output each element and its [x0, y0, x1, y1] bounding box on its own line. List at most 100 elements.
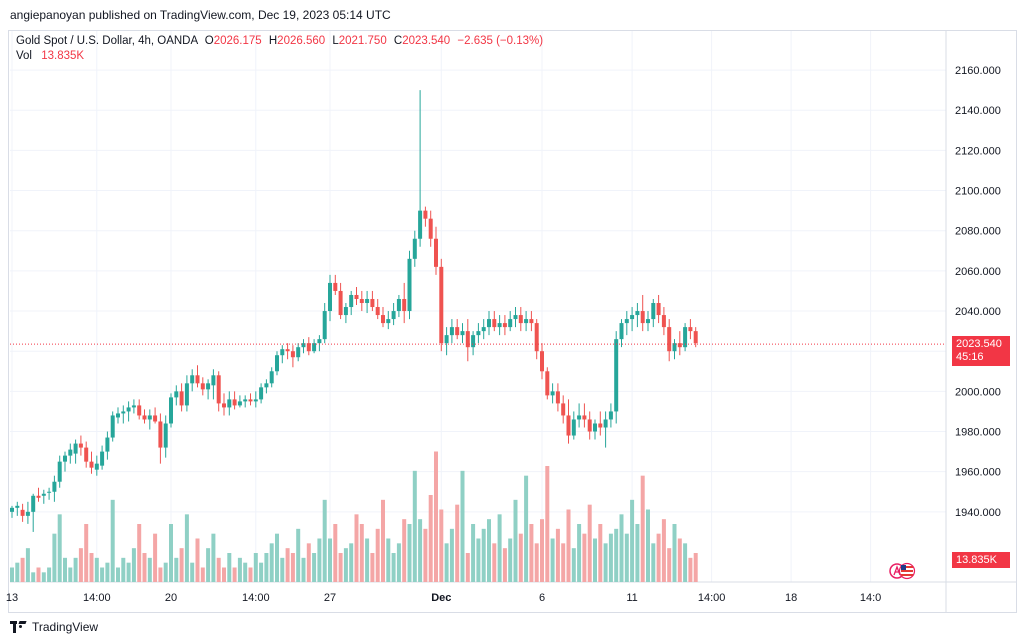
events-flag-icon[interactable]: [888, 560, 918, 582]
tradingview-logo-icon: [10, 621, 27, 633]
volume-bar: [624, 533, 629, 582]
candle-body: [285, 349, 290, 352]
low-label: L: [332, 35, 339, 47]
volume-bar: [163, 562, 168, 582]
volume-bar: [153, 533, 158, 582]
volume-label[interactable]: Vol: [16, 50, 32, 62]
candle-body: [661, 315, 666, 328]
volume-bar: [619, 514, 624, 582]
candle-body: [571, 419, 576, 436]
x-tick-label: 11: [626, 592, 637, 604]
candle-body: [63, 455, 67, 462]
volume-bar: [211, 533, 216, 582]
candle-body: [646, 319, 650, 324]
candle-body: [677, 343, 682, 348]
volume-bar: [412, 470, 417, 582]
candle-body: [460, 331, 465, 336]
x-tick-label: Dec: [431, 592, 451, 604]
volume-bar: [290, 553, 295, 582]
volume-bar: [184, 514, 189, 582]
candle-body: [672, 343, 677, 352]
candle-body: [439, 266, 444, 344]
volume-bar: [264, 553, 269, 582]
volume-bar: [94, 557, 99, 582]
volume-bar: [47, 567, 52, 582]
candle-body: [545, 371, 550, 396]
candle-body: [158, 421, 163, 448]
volume-bar: [338, 553, 343, 582]
candle-body: [370, 298, 375, 308]
candle-body: [179, 391, 184, 406]
volume-bar: [174, 557, 179, 582]
chart-frame[interactable]: [8, 30, 1017, 613]
volume-bar: [31, 572, 36, 582]
volume-bar: [195, 538, 200, 582]
last-price-value: 2023.540: [956, 338, 1002, 351]
candle-body: [614, 339, 619, 412]
volume-bar: [296, 528, 301, 582]
volume-bar: [179, 548, 184, 582]
volume-bar: [142, 553, 147, 582]
volume-bar: [391, 553, 396, 582]
volume-bar: [460, 470, 465, 582]
y-tick-label: 1960.000: [955, 467, 1001, 479]
candle-body: [540, 351, 544, 372]
volume-bar: [100, 567, 105, 582]
volume-bar: [683, 543, 688, 582]
candle-body: [216, 375, 221, 404]
volume-bar: [656, 533, 661, 582]
candle-body: [656, 303, 661, 316]
volume-bar: [343, 548, 348, 582]
close-value: 2023.540: [402, 35, 451, 47]
footer-brand[interactable]: TradingView: [32, 620, 99, 634]
candle-body: [31, 495, 36, 512]
volume-bar: [253, 553, 258, 582]
candle-body: [402, 298, 407, 312]
x-tick-label: 20: [165, 592, 177, 604]
volume-bar: [550, 538, 555, 582]
volume-bar: [169, 524, 173, 582]
candle-body: [566, 415, 571, 436]
volume-bar: [492, 543, 497, 582]
candle-body: [508, 319, 513, 328]
candle-body: [126, 407, 131, 412]
candle-body: [693, 331, 698, 344]
candle-body: [211, 375, 216, 386]
volume-bar: [577, 524, 582, 582]
candle-body: [41, 493, 46, 496]
candle-body: [598, 423, 603, 428]
volume-bar: [571, 548, 576, 582]
volume-bar: [322, 499, 327, 582]
candle-body: [174, 391, 179, 398]
candle-body: [121, 411, 126, 414]
volume-bar: [508, 538, 513, 582]
volume-bar: [359, 524, 364, 582]
candle-body: [375, 307, 380, 316]
volume-bar: [646, 509, 650, 582]
high-label: H: [268, 35, 278, 47]
last-price-tag: 2023.540 45:16: [952, 336, 1010, 367]
volume-bar: [280, 557, 285, 582]
candle-body: [269, 371, 274, 384]
candle-body: [200, 383, 205, 390]
candle-body: [465, 331, 470, 348]
open-value: 2026.175: [213, 35, 262, 47]
candle-body: [407, 258, 412, 312]
volume-bar: [672, 524, 677, 582]
candle-body: [444, 335, 449, 344]
volume-bar: [428, 495, 433, 582]
candle-body: [577, 415, 582, 420]
volume-bar: [52, 533, 57, 582]
volume-bar: [608, 533, 613, 582]
candle-body: [275, 355, 279, 372]
volume-bar: [222, 567, 226, 582]
candle-body: [635, 311, 640, 316]
candle-body: [555, 391, 560, 404]
symbol-name[interactable]: Gold Spot / U.S. Dollar, 4h, OANDA: [16, 35, 198, 47]
candle-body: [608, 411, 613, 420]
candle-body: [412, 238, 417, 259]
candle-body: [10, 507, 14, 512]
candle-body: [89, 461, 94, 468]
volume-bar: [630, 499, 635, 582]
